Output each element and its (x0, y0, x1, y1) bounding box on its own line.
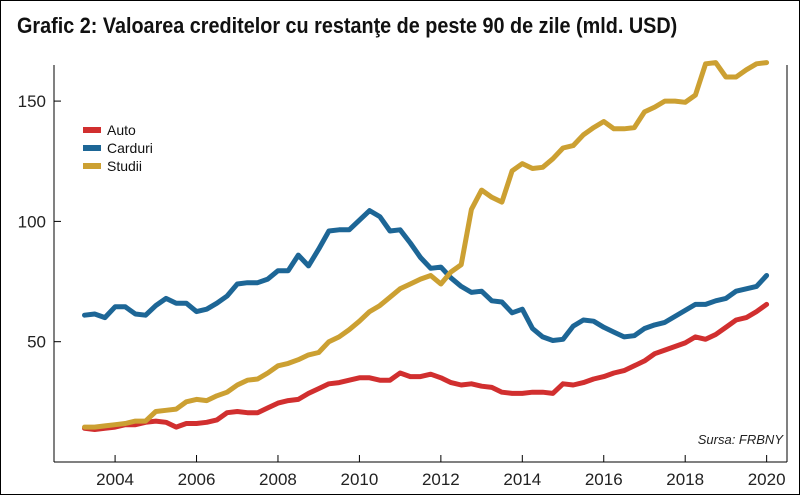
source-label: Sursa: FRBNY (698, 432, 785, 447)
legend-label-carduri: Carduri (107, 140, 153, 156)
x-tick-label: 2008 (259, 470, 297, 489)
y-tick-label: 150 (18, 92, 46, 111)
y-ticks: 50 100 150 (18, 92, 61, 352)
x-tick-label: 2004 (96, 470, 134, 489)
chart-title: Grafic 2: Valoarea creditelor cu restanţ… (17, 13, 678, 38)
series-line-carduri (82, 208, 770, 343)
series-line-auto (82, 301, 770, 432)
x-tick-label: 2020 (748, 470, 786, 489)
x-ticks: 2004 2006 2008 2010 2012 2014 2016 2018 2020 (96, 455, 786, 489)
x-tick-label: 2012 (422, 470, 460, 489)
x-tick-label: 2018 (666, 470, 704, 489)
x-tick-label: 2010 (341, 470, 379, 489)
series-lines (82, 60, 770, 432)
series-line-studii (82, 60, 770, 430)
x-tick-label: 2016 (585, 470, 623, 489)
x-tick-label: 2014 (503, 470, 541, 489)
legend-label-auto: Auto (107, 122, 136, 138)
legend: Auto Carduri Studii (83, 122, 153, 174)
y-tick-label: 100 (18, 212, 46, 231)
x-tick-label: 2006 (178, 470, 216, 489)
legend-label-studii: Studii (107, 158, 142, 174)
y-tick-label: 50 (27, 333, 46, 352)
